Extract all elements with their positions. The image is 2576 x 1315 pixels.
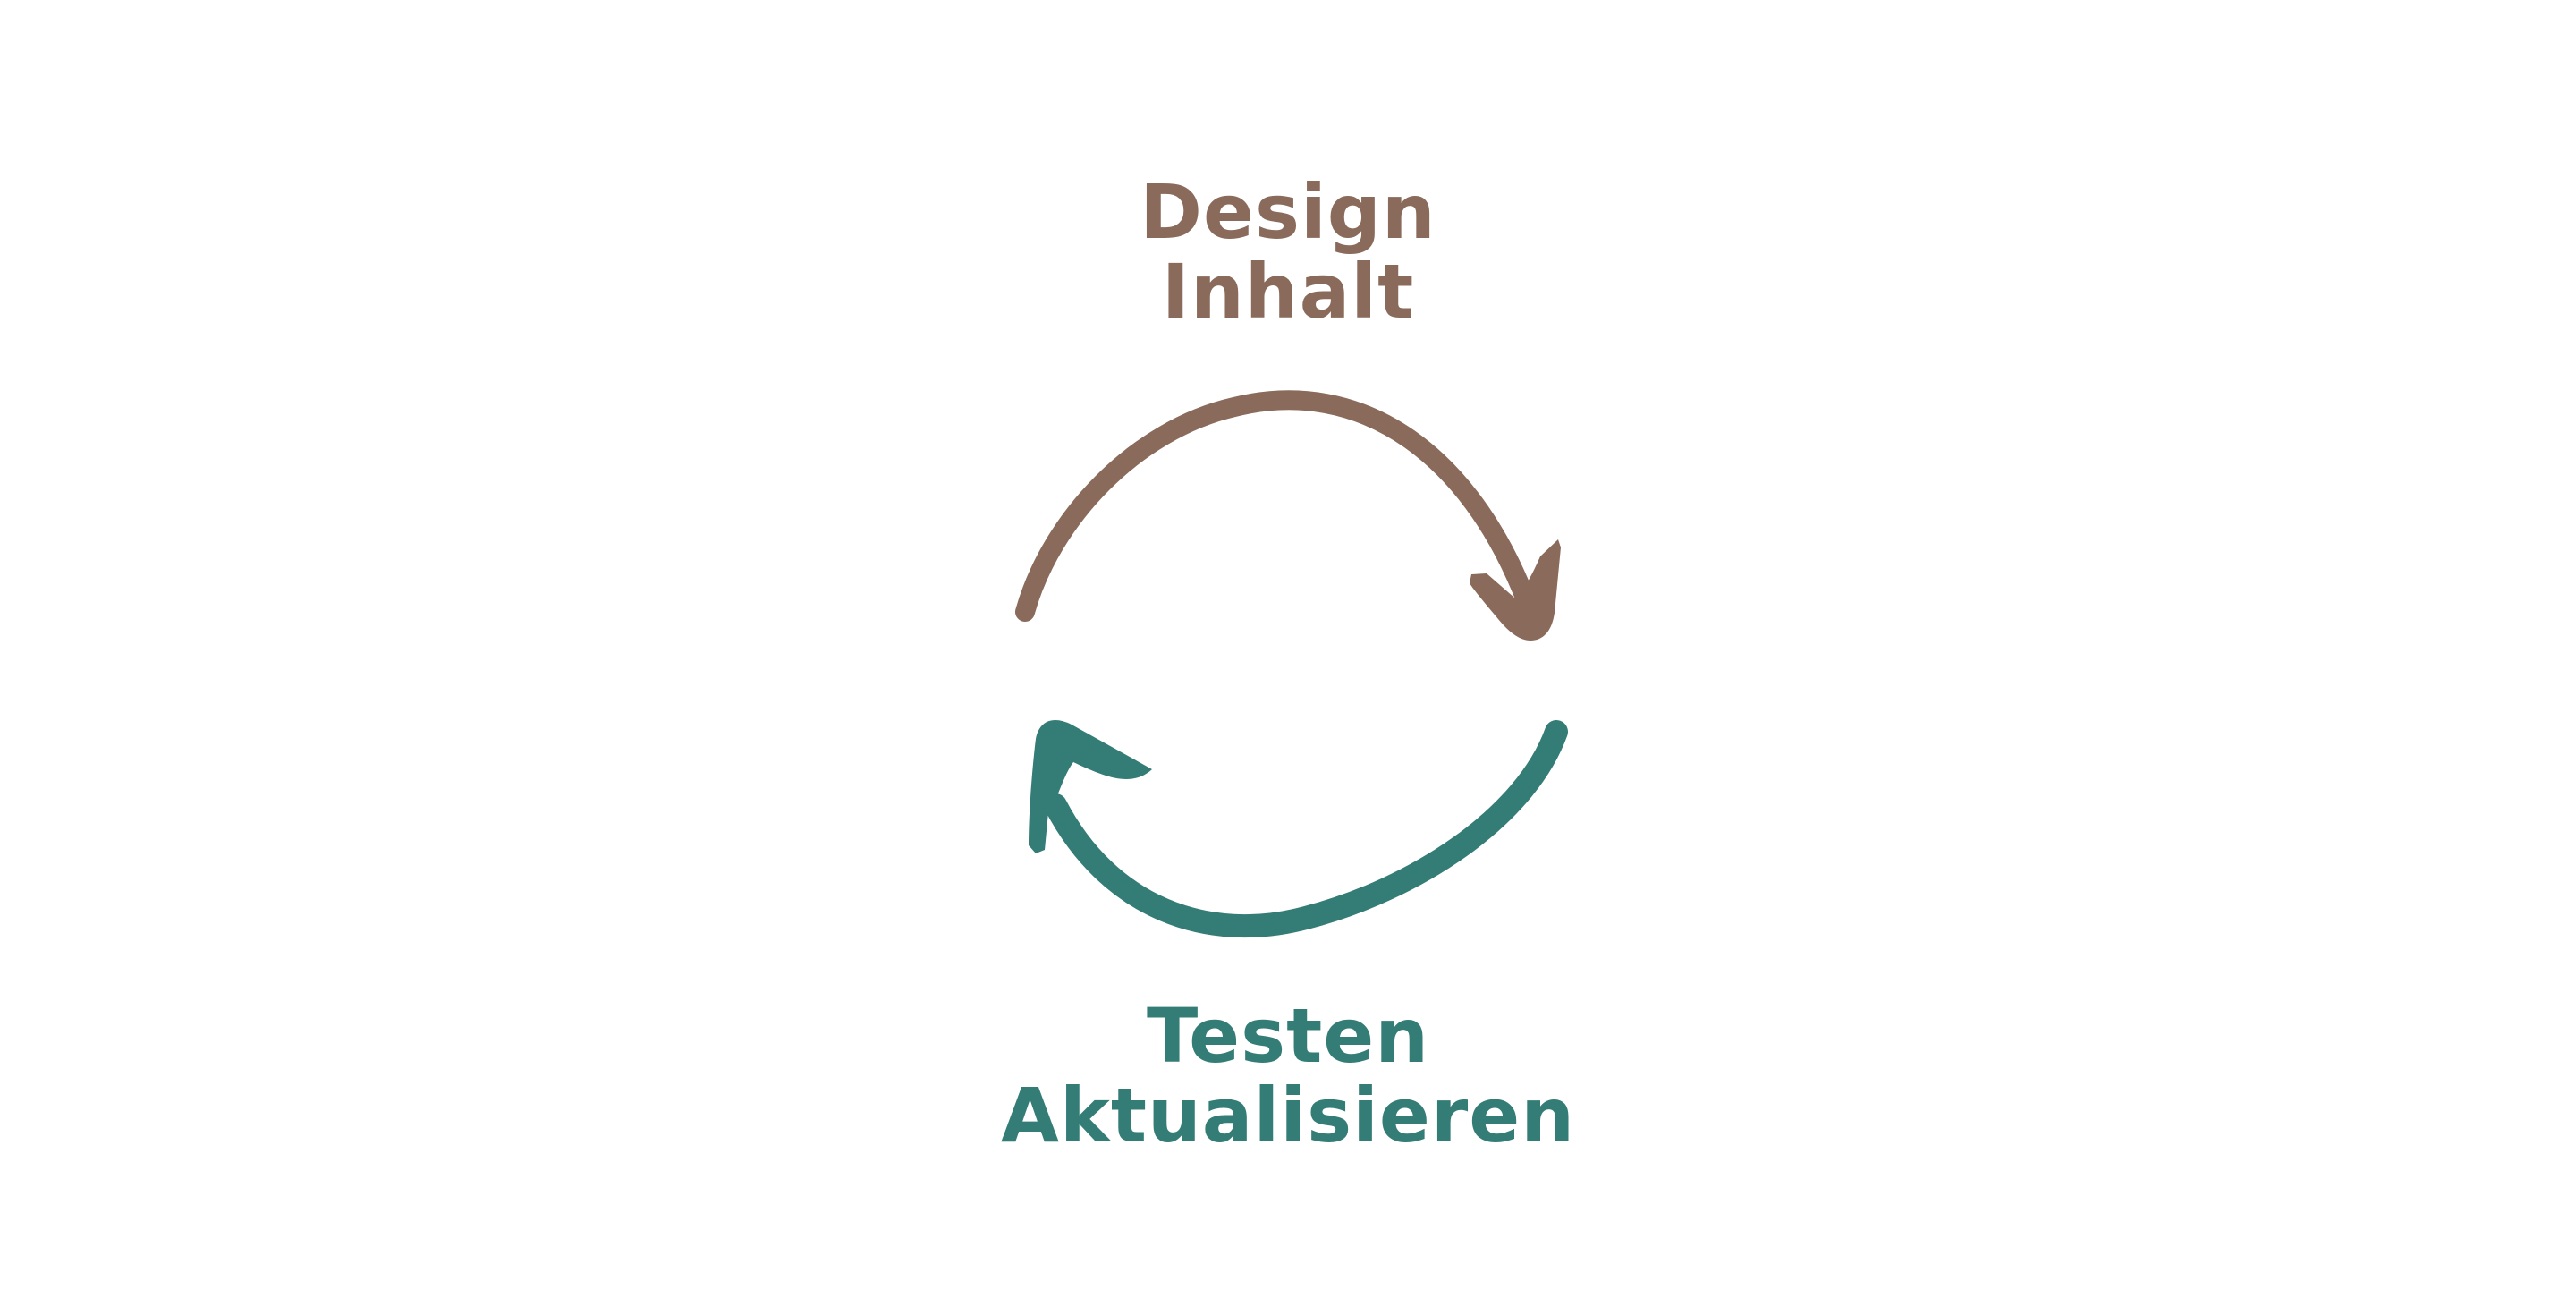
- label-design: Design: [1140, 168, 1436, 256]
- label-inhalt: Inhalt: [1161, 248, 1415, 335]
- label-testen: Testen: [1146, 992, 1430, 1080]
- bottom-arrow-head: [1029, 720, 1152, 853]
- top-arrow-shaft: [1015, 390, 1544, 632]
- bottom-arrow-shaft: [1044, 720, 1568, 938]
- top-arrow-head: [1470, 539, 1561, 641]
- label-aktualisieren: Aktualisieren: [1000, 1072, 1576, 1159]
- bottom-arrow: [1029, 720, 1568, 938]
- top-arrow: [1015, 390, 1561, 641]
